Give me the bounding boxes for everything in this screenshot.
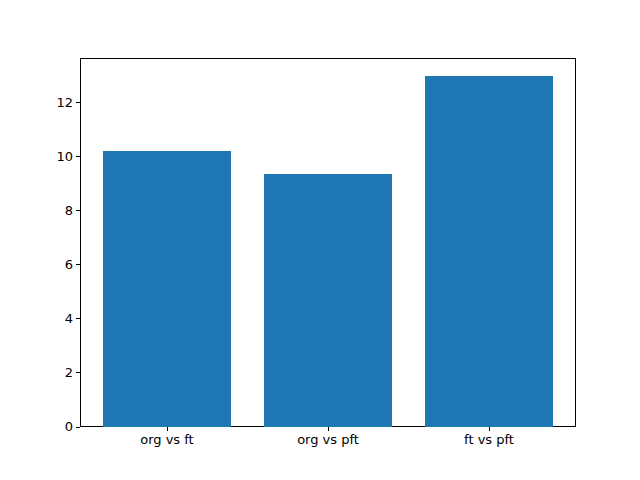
y-axis-tick-mark [76, 102, 80, 103]
x-axis-tick-mark [167, 427, 168, 431]
y-axis-tick-mark [76, 210, 80, 211]
x-axis-tick-label: org vs ft [87, 433, 247, 447]
bar-org-vs-ft [103, 151, 232, 427]
y-axis-tick-label: 6 [0, 258, 73, 272]
y-axis-tick-label: 12 [0, 96, 73, 110]
y-axis-tick-label: 0 [0, 420, 73, 434]
y-axis-tick-label: 8 [0, 204, 73, 218]
y-axis-tick-label: 10 [0, 150, 73, 164]
bar-org-vs-pft [264, 174, 393, 427]
x-axis-tick-mark [328, 427, 329, 431]
x-axis-tick-label: ft vs pft [409, 433, 569, 447]
y-axis-tick-mark [76, 372, 80, 373]
y-axis-tick-mark [76, 427, 80, 428]
y-axis-tick-mark [76, 318, 80, 319]
y-axis-tick-mark [76, 264, 80, 265]
bar-chart-figure: 0 2 4 6 8 10 12 org vs ftorg vs pftft vs pft [0, 0, 640, 480]
bar-ft-vs-pft [425, 76, 554, 427]
y-axis-tick-label: 4 [0, 312, 73, 326]
y-axis-tick-label: 2 [0, 366, 73, 380]
x-axis-tick-mark [489, 427, 490, 431]
x-axis-tick-label: org vs pft [248, 433, 408, 447]
y-axis-tick-mark [76, 156, 80, 157]
